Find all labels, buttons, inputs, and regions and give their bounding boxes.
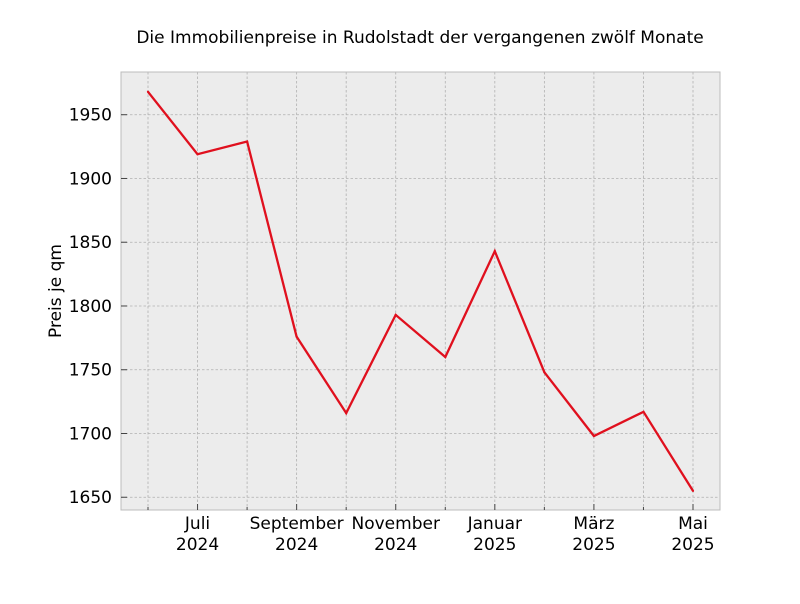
x-tick-label-month: Januar xyxy=(467,514,522,534)
x-tick-label-month: Juli xyxy=(184,514,210,534)
price-series-line xyxy=(147,91,694,492)
data-point xyxy=(295,335,298,338)
data-point xyxy=(642,410,645,413)
y-axis-label: Preis je qm xyxy=(46,244,66,338)
y-tick-label: 1900 xyxy=(69,169,112,189)
x-tick-label-year: 2024 xyxy=(275,535,318,555)
data-point xyxy=(345,411,348,415)
x-tick-label-year: 2025 xyxy=(671,535,714,555)
data-point xyxy=(493,250,496,253)
grid-lines xyxy=(121,72,720,510)
data-point xyxy=(543,371,546,374)
y-tick-label: 1950 xyxy=(69,106,112,126)
y-tick-label: 1700 xyxy=(69,424,112,444)
data-point xyxy=(394,313,397,317)
data-point xyxy=(691,489,695,492)
data-point xyxy=(146,90,150,93)
x-tick-label-month: Mai xyxy=(678,514,708,534)
x-tick-label-year: 2025 xyxy=(473,535,516,555)
series-layer xyxy=(146,90,695,492)
data-point xyxy=(245,140,249,143)
x-tick-label-year: 2024 xyxy=(176,535,219,555)
data-point xyxy=(592,434,596,438)
x-axis-ticks xyxy=(147,504,694,510)
y-tick-label: 1650 xyxy=(69,488,112,508)
y-tick-label: 1800 xyxy=(69,297,112,317)
x-tick-label-year: 2025 xyxy=(572,535,615,555)
x-tick-label-month: November xyxy=(352,514,440,534)
y-axis-ticks xyxy=(121,114,127,498)
plot-frame xyxy=(120,71,721,511)
plot-area xyxy=(121,72,720,510)
y-tick-label: 1750 xyxy=(69,361,112,381)
x-tick-label-month: September xyxy=(250,514,344,534)
x-axis-tick-labels: Juli2024September2024November2024Januar2… xyxy=(176,514,715,555)
data-point xyxy=(196,153,199,156)
y-axis-tick-labels: 1650 1700 1750 1800 1850 1900 1950 xyxy=(69,106,112,509)
x-tick-label-month: März xyxy=(573,514,614,534)
y-tick-label: 1850 xyxy=(69,233,112,253)
chart-title: Die Immobilienpreise in Rudolstadt der v… xyxy=(136,28,703,48)
data-point xyxy=(444,355,447,359)
x-tick-label-year: 2024 xyxy=(374,535,417,555)
